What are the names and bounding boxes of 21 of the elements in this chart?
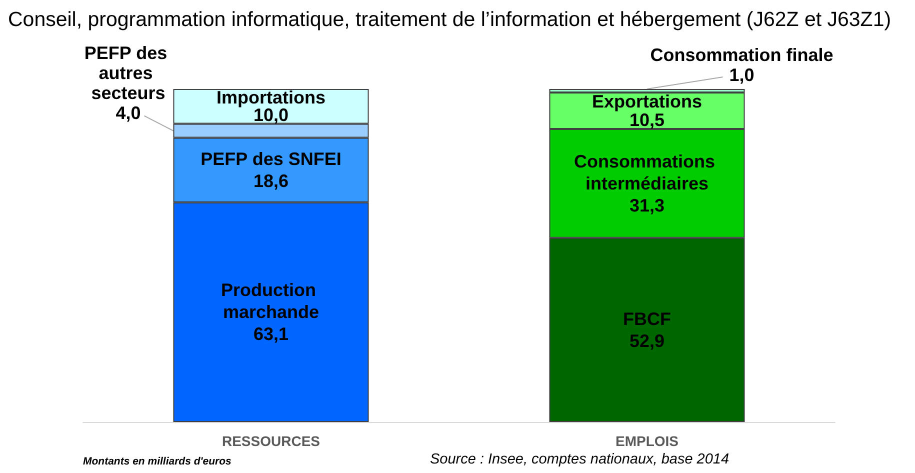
text: Montants en milliards d'euros [83, 456, 232, 468]
series-label: FBCF [623, 308, 671, 329]
source-note: Source : Insee, comptes nationaux, base 2014 [430, 452, 730, 468]
data-label: 10,5 [629, 110, 665, 130]
data-label: 18,6 [253, 171, 289, 192]
data-label: 52,9 [629, 330, 665, 351]
data-label: 31,3 [629, 195, 665, 216]
data-label: 4,0 [116, 102, 141, 123]
series-label: PEFP des SNFEI [200, 149, 342, 170]
data-label: 63,1 [253, 324, 289, 344]
series-label: Consommations intermédiaires [574, 151, 720, 194]
series-label: Exportations [592, 92, 702, 112]
data-label: 1,0 [729, 65, 754, 85]
series-label: Production marchande [221, 280, 321, 322]
x-tick-label: EMPLOIS [615, 433, 679, 449]
x-tick-label: RESSOURCES [222, 433, 320, 449]
series-label: Consommation finale [650, 45, 834, 65]
series-label: Importations [216, 88, 326, 108]
chart-title: Conseil, programmation informatique, traitement de l’information et hébergement (J62Z et J63Z1) [8, 8, 892, 31]
series-label: PEFP des autres secteurs [84, 42, 172, 103]
data-label: 10,0 [253, 105, 289, 126]
